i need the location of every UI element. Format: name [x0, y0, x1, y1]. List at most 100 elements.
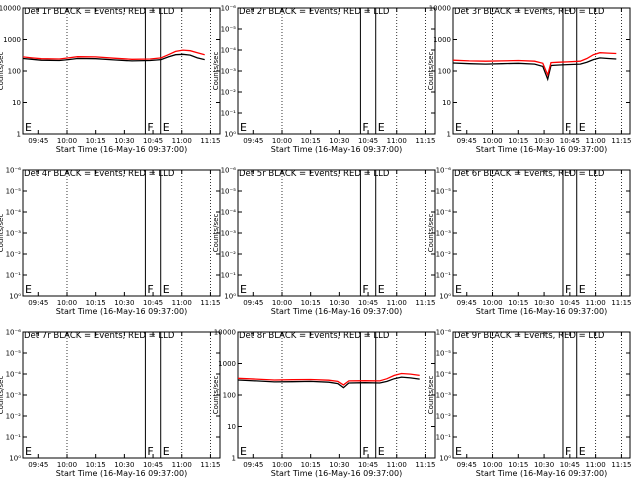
flag-label-e: E [378, 121, 385, 134]
x-tick-label: 10:45 [358, 461, 378, 469]
flag-label-e-start: E [25, 121, 32, 134]
x-tick-label: 09:45 [243, 461, 263, 469]
plot-frame [22, 7, 221, 135]
x-tick-label: 11:15 [200, 137, 220, 145]
y-axis-label: Counts/sec [212, 376, 220, 415]
y-tick-label: 1 [232, 455, 236, 463]
x-tick-label: 10:45 [358, 137, 378, 145]
y-tick-label: 10⁻² [6, 413, 22, 421]
det-panel-2: Det 2r BLACK = Events, RED = LLD 09:45 10:… [212, 5, 436, 155]
x-tick-label: 11:00 [586, 461, 606, 469]
det-panel-7: Det 7r BLACK = Events, RED = LLD 09:45 10:… [0, 329, 221, 479]
det-panel-9: Det 9r BLACK = Events, RED = LLD 09:45 10:… [427, 329, 632, 479]
y-tick-label: 10⁰ [9, 455, 21, 463]
x-tick-label: 10:30 [534, 461, 554, 469]
flag-label-f: F [362, 121, 368, 134]
y-tick-label: 10⁻² [6, 251, 22, 259]
x-tick-label: 10:15 [301, 299, 321, 307]
x-tick-label: 10:15 [86, 299, 106, 307]
x-tick-label: 10:45 [143, 137, 163, 145]
x-tick-label: 10:15 [508, 461, 528, 469]
plot-frame [452, 7, 631, 135]
x-tick-label: 10:45 [143, 461, 163, 469]
x-tick-label: 09:45 [243, 299, 263, 307]
det-panel-6: Det 6r BLACK = Events, RED = LLD 09:45 10:… [427, 167, 632, 317]
flag-label-f: F [565, 445, 571, 458]
x-tick-label: 11:15 [200, 299, 220, 307]
y-tick-label: 10⁻¹ [6, 434, 22, 442]
x-tick-label: 10:30 [114, 461, 134, 469]
x-tick-label: 11:00 [387, 461, 407, 469]
x-tick-label: 11:00 [172, 461, 192, 469]
x-tick-label: 11:00 [586, 299, 606, 307]
y-tick-label: 10⁰ [9, 293, 21, 301]
x-tick-label: 10:45 [560, 137, 580, 145]
x-tick-label: 11:00 [172, 137, 192, 145]
flag-label-e: E [378, 445, 385, 458]
flag-label-e: E [163, 121, 170, 134]
x-tick-label: 10:30 [114, 299, 134, 307]
plot-frame [452, 169, 631, 297]
x-tick-label: 10:15 [86, 461, 106, 469]
flag-label-e-start: E [240, 121, 247, 134]
x-tick-label: 10:00 [57, 137, 77, 145]
x-axis-label: Start Time (16-May-16 09:37:00) [271, 307, 402, 316]
x-tick-label: 09:45 [28, 137, 48, 145]
flag-label-e-start: E [240, 283, 247, 296]
x-tick-label: 11:15 [611, 137, 631, 145]
x-tick-label: 11:15 [200, 461, 220, 469]
x-tick-label: 11:15 [415, 461, 435, 469]
y-tick-label: 10⁻² [221, 89, 237, 97]
flag-label-f: F [362, 445, 368, 458]
flag-label-f: F [147, 283, 153, 296]
y-tick-label: 1 [17, 131, 21, 139]
plot-title: Det 8r BLACK = Events, RED = LLD [239, 331, 390, 341]
y-tick-label: 10⁻⁶ [221, 5, 237, 13]
y-tick-label: 10000 [214, 329, 236, 337]
plot-title: Det 2r BLACK = Events, RED = LLD [239, 7, 390, 17]
x-axis-label: Start Time (16-May-16 09:37:00) [56, 145, 187, 154]
plot-frame [22, 169, 221, 297]
x-tick-label: 10:00 [482, 461, 502, 469]
y-axis-label: Counts/sec [0, 52, 5, 91]
flag-label-e-start: E [455, 121, 462, 134]
y-tick-label: 10⁻⁵ [221, 188, 237, 196]
y-tick-label: 10⁻³ [436, 230, 452, 238]
y-tick-label: 100 [223, 392, 236, 400]
flag-label-f: F [565, 283, 571, 296]
x-tick-label: 10:00 [482, 299, 502, 307]
x-axis-label: Start Time (16-May-16 09:37:00) [476, 469, 607, 478]
y-tick-label: 10⁻³ [6, 230, 22, 238]
y-tick-label: 1000 [3, 36, 21, 44]
plot-title: Det 9r BLACK = Events, RED = LLD [454, 331, 605, 341]
y-tick-label: 10⁻³ [221, 68, 237, 76]
y-axis-label: Counts/sec [427, 214, 435, 253]
y-tick-label: 10⁻² [436, 251, 452, 259]
y-tick-label: 10⁰ [439, 293, 451, 301]
flag-label-e: E [378, 283, 385, 296]
x-tick-label: 10:45 [143, 299, 163, 307]
x-tick-label: 11:15 [415, 299, 435, 307]
x-tick-label: 11:00 [387, 299, 407, 307]
x-tick-label: 10:00 [57, 299, 77, 307]
y-tick-label: 10 [12, 99, 21, 107]
y-axis-label: Counts/sec [212, 214, 220, 253]
x-tick-label: 09:45 [28, 461, 48, 469]
y-tick-label: 10⁻⁴ [6, 209, 22, 217]
x-tick-label: 10:30 [329, 299, 349, 307]
x-tick-label: 10:00 [482, 137, 502, 145]
flag-label-e-start: E [240, 445, 247, 458]
x-tick-label: 09:45 [243, 137, 263, 145]
y-axis-label: Counts/sec [0, 214, 5, 253]
y-tick-label: 10⁰ [224, 131, 236, 139]
y-tick-label: 10 [227, 423, 236, 431]
x-tick-label: 10:15 [301, 137, 321, 145]
y-tick-label: 10⁻² [221, 251, 237, 259]
y-axis-label: Counts/sec [427, 376, 435, 415]
y-axis-label: Counts/sec [212, 52, 220, 91]
lld-series-line [237, 372, 420, 386]
plot-frame [452, 331, 631, 459]
y-tick-label: 10⁻¹ [6, 272, 22, 280]
